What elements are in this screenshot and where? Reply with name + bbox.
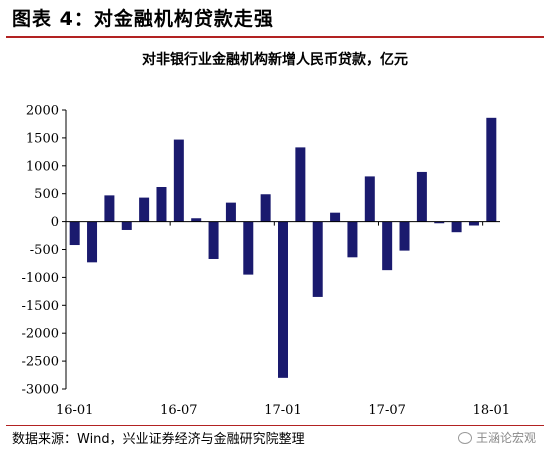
x-tick-label: 16-01 <box>56 403 93 418</box>
bar-chart: 2000 1500 1000 500 0 -500 -1000 -1500 -2000 -2500… <box>22 104 511 419</box>
bar-16-11 <box>243 221 254 275</box>
bar-16-05 <box>139 197 150 222</box>
bar-17-10 <box>434 221 445 224</box>
y-tick-label: 500 <box>34 187 59 202</box>
bar-17-06 <box>364 176 375 222</box>
bar-16-09 <box>208 221 219 259</box>
figure-label: 图表 4：对金融机构贷款走强 <box>12 8 274 30</box>
x-tick-label: 17-07 <box>368 403 405 418</box>
figure-header: 图表 4：对金融机构贷款走强 <box>0 0 550 38</box>
bar-16-01 <box>69 221 80 246</box>
bar-18-01 <box>486 117 497 222</box>
bar-17-01 <box>278 221 288 378</box>
source-note: 数据来源：Wind，兴业证券经济与金融研究院整理 <box>12 432 305 447</box>
chart-title: 对非银行业金融机构新增人民币贷款，亿元 <box>142 52 408 68</box>
y-tick-label: -2500 <box>22 355 59 370</box>
y-tick-label: -500 <box>30 243 59 258</box>
bar-16-12 <box>260 194 271 222</box>
bar-17-07 <box>382 221 393 271</box>
bar-17-09 <box>416 171 427 222</box>
y-tick-label: 0 <box>51 215 59 230</box>
bar-16-04 <box>121 221 132 230</box>
footer-rule <box>6 425 544 426</box>
y-tick-label: 1000 <box>26 159 59 174</box>
bar-17-12 <box>468 221 479 226</box>
x-tick-label: 18-01 <box>473 403 510 418</box>
x-tick-label: 17-01 <box>264 403 301 418</box>
bar-17-04 <box>330 212 341 222</box>
y-tick-label: -1500 <box>22 299 59 314</box>
bar-16-07 <box>173 139 184 222</box>
bar-17-05 <box>347 221 358 258</box>
bar-17-11 <box>451 221 462 233</box>
bar-16-06 <box>156 187 167 222</box>
y-tick-label: -2000 <box>22 327 59 342</box>
x-tick-label: 16-07 <box>160 403 197 418</box>
watermark: 王涵论宏观 <box>457 429 536 446</box>
y-tick-label: 2000 <box>26 104 59 119</box>
bar-17-03 <box>312 221 323 297</box>
bar-16-02 <box>87 221 98 263</box>
bar-17-02 <box>295 147 306 222</box>
y-tick-label: 1500 <box>26 131 59 146</box>
bar-16-10 <box>225 202 236 222</box>
bar-16-08 <box>191 218 202 222</box>
y-tick-label: -1000 <box>22 271 59 286</box>
bar-17-08 <box>399 221 410 251</box>
bar-16-03 <box>104 195 115 222</box>
header-rule <box>6 36 544 38</box>
watermark-text: 王涵论宏观 <box>475 431 536 445</box>
wechat-icon <box>457 431 472 444</box>
y-tick-label: -3000 <box>22 383 59 398</box>
